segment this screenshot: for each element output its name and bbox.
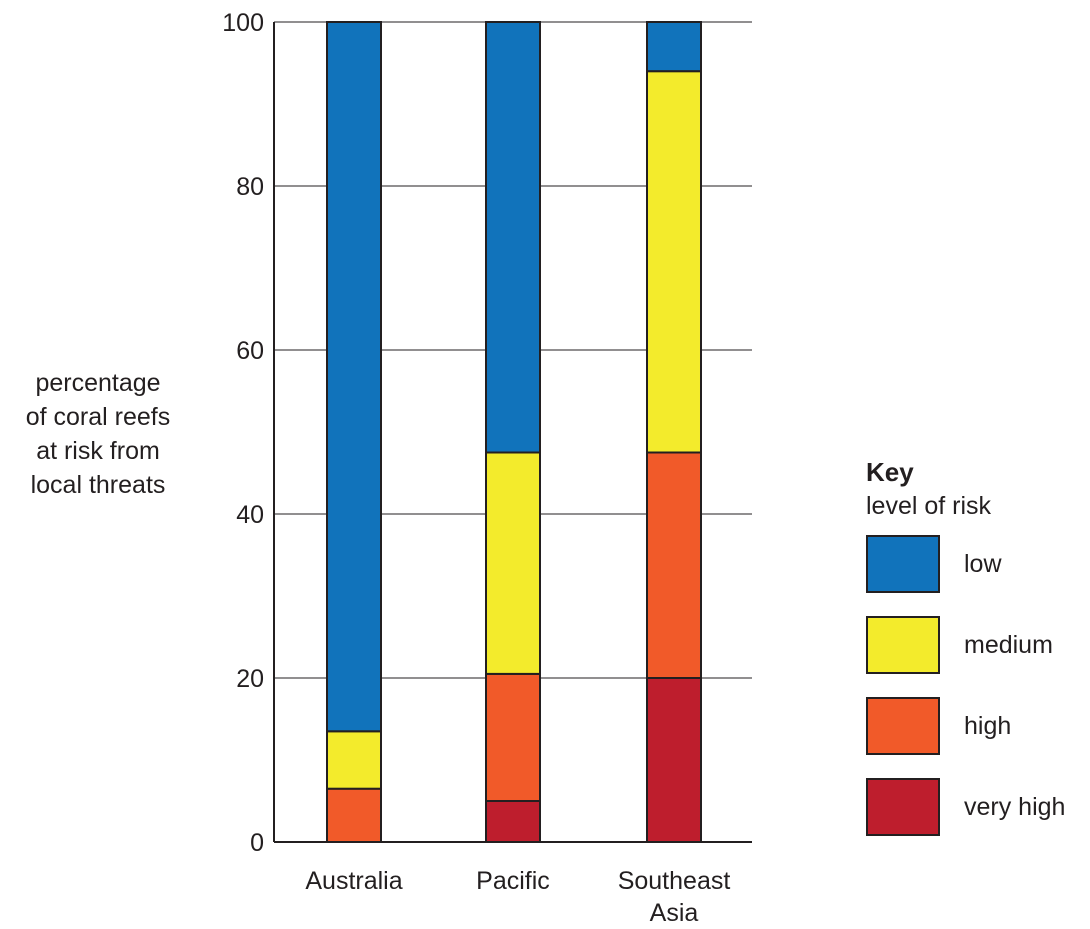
- y-tick-label: 100: [222, 9, 264, 37]
- y-axis-label-line: percentage: [35, 369, 161, 397]
- legend-swatch: [866, 697, 940, 755]
- bar-segment: [326, 730, 382, 790]
- legend-item-medium: medium: [866, 616, 1053, 676]
- bar-segment: [646, 70, 702, 454]
- y-tick-label: 20: [236, 665, 264, 693]
- bar-segment: [485, 800, 541, 843]
- x-tick-label: Australia: [305, 867, 402, 895]
- y-tick-labels: 0 20 40 60 80 100: [222, 9, 264, 857]
- legend-label: high: [964, 712, 1012, 740]
- y-tick-label: 0: [250, 829, 264, 857]
- legend-swatch: [866, 616, 940, 674]
- bar-segment: [485, 21, 541, 454]
- y-tick-label: 80: [236, 173, 264, 201]
- bar-segment: [485, 672, 541, 803]
- legend: Key level of risk low medium high very h…: [866, 455, 1065, 859]
- x-tick-label: Pacific: [476, 867, 550, 895]
- bar-segment: [646, 21, 702, 73]
- legend-swatch: [866, 778, 940, 836]
- x-tick-label: Asia: [650, 899, 699, 927]
- legend-title: Key: [866, 457, 914, 487]
- y-axis-label-line: of coral reefs: [25, 403, 171, 431]
- y-axis-label-line: at risk from: [36, 437, 160, 465]
- bar-segment: [326, 787, 382, 844]
- legend-label: low: [964, 550, 1002, 578]
- legend-label: very high: [964, 793, 1066, 821]
- y-axis-label-line: local threats: [30, 471, 166, 499]
- legend-item-high: high: [866, 697, 1011, 757]
- legend-subtitle: level of risk: [866, 492, 992, 520]
- legend-label: medium: [964, 631, 1053, 659]
- bars: [326, 21, 702, 844]
- y-tick-label: 60: [236, 337, 264, 365]
- x-tick-labels: Australia Pacific Southeast Asia: [305, 867, 730, 927]
- bar-segment: [646, 451, 702, 679]
- y-axis-label: percentage of coral reefs at risk from l…: [8, 366, 188, 502]
- bar-segment: [485, 451, 541, 675]
- bar-segment: [646, 677, 702, 843]
- y-tick-label: 40: [236, 501, 264, 529]
- legend-swatch: [866, 535, 940, 593]
- legend-item-very-high: very high: [866, 778, 1065, 838]
- axes: [273, 22, 752, 843]
- x-tick-label: Southeast: [618, 867, 731, 895]
- legend-item-low: low: [866, 535, 1002, 595]
- bar-segment: [326, 21, 382, 733]
